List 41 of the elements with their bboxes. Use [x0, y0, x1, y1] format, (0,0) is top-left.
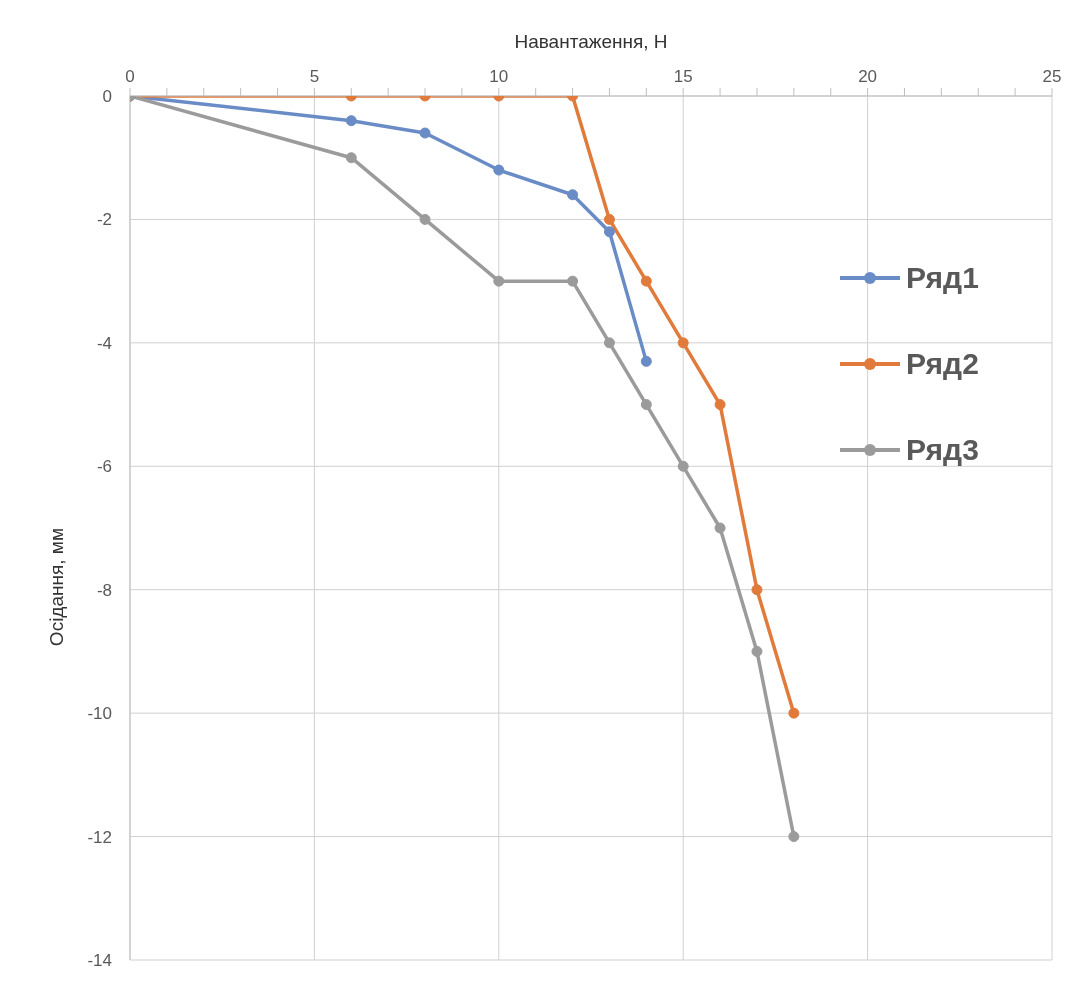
y-tick-label: -2 [96, 210, 112, 230]
point [603, 226, 615, 238]
y-tick-label: -14 [87, 951, 112, 971]
point [493, 275, 505, 287]
legend-label: Ряд3 [906, 433, 979, 467]
point [788, 831, 800, 843]
point [640, 399, 652, 411]
y-tick-label: -10 [87, 704, 112, 724]
point [603, 213, 615, 225]
point [714, 522, 726, 534]
point [640, 355, 652, 367]
point [345, 115, 357, 127]
x-tick-label: 0 [125, 67, 135, 86]
point [751, 584, 763, 596]
x-tick-label: 10 [489, 67, 509, 86]
y-axis-title: Осідання, мм [45, 528, 67, 647]
y-tick-label: -12 [87, 827, 112, 847]
legend-label: Ряд1 [906, 261, 979, 295]
point [419, 213, 431, 225]
point [714, 399, 726, 411]
y-tick-label: -8 [96, 580, 112, 600]
point [567, 189, 579, 201]
point [345, 152, 357, 164]
y-tick-label: -6 [96, 457, 112, 477]
point [677, 460, 689, 472]
x-tick-label: 5 [309, 67, 320, 86]
x-axis-title: Навантаження, Н [514, 31, 668, 52]
y-tick-label: 0 [102, 87, 112, 107]
y-tick-label: -4 [96, 333, 112, 353]
x-tick-label: 25 [1042, 67, 1062, 86]
point [640, 275, 652, 287]
point [419, 127, 431, 139]
point [567, 275, 579, 287]
x-tick-label: 15 [673, 67, 693, 86]
point [603, 337, 615, 349]
point [677, 337, 689, 349]
point [788, 707, 800, 719]
x-tick-label: 20 [858, 67, 878, 86]
legend-label: Ряд2 [906, 347, 979, 381]
point [751, 645, 763, 657]
point [493, 164, 505, 176]
